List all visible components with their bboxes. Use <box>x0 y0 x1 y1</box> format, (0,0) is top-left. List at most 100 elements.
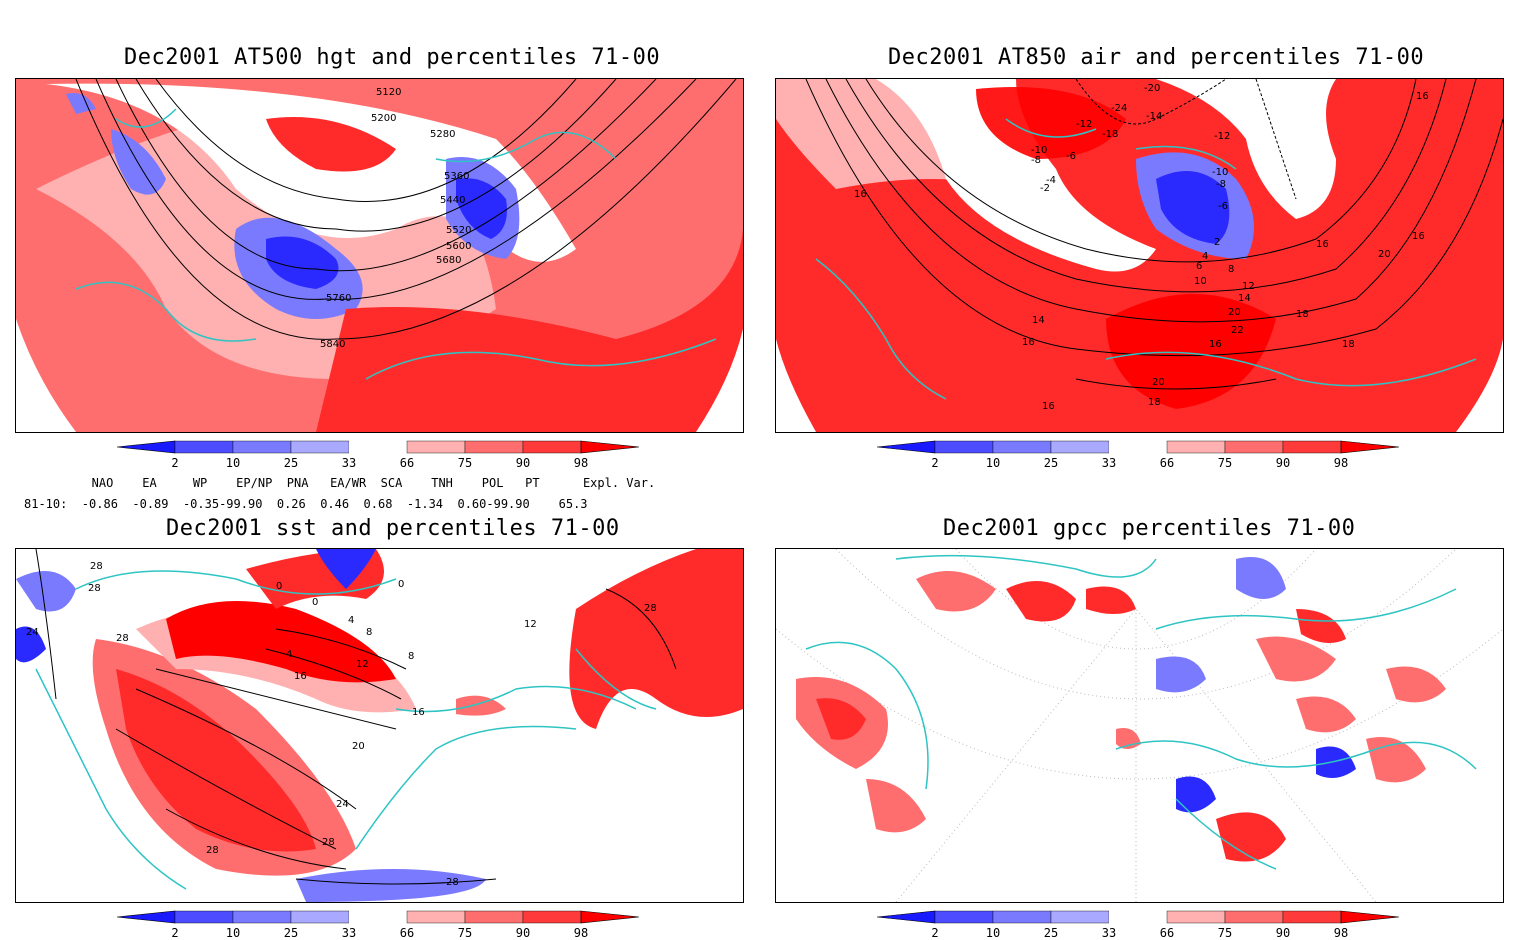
contour-label: 8 <box>366 627 372 638</box>
colorbar-tick-label: 2 <box>931 926 938 940</box>
colorbar-segment <box>1050 910 1110 924</box>
colorbar-segment <box>522 910 582 924</box>
contour-label: 0 <box>276 581 282 592</box>
contour-label: 4 <box>1202 251 1208 262</box>
contour-label: -12 <box>1214 131 1230 142</box>
index-header: NAO EA WP EP/NP PNA EA/WR SCA TNH POL PT… <box>70 476 656 490</box>
anomaly-field <box>16 79 743 432</box>
colorbar-tick-label: 66 <box>400 926 414 940</box>
contour-label: 12 <box>1242 281 1255 292</box>
colorbar-tick-label: 98 <box>574 456 588 470</box>
contour-label: 14 <box>1238 293 1251 304</box>
contour-label: 18 <box>1342 339 1355 350</box>
colorbar-segment <box>290 440 350 454</box>
colorbar-tick-label: 90 <box>516 926 530 940</box>
colorbar-arrow-low <box>116 910 176 924</box>
colorbar-air: 2 10 25 33 66 75 90 98 <box>876 440 1400 470</box>
colorbar-segment <box>406 910 466 924</box>
colorbar-tick-label: 25 <box>1044 456 1058 470</box>
colorbar-segment <box>934 910 994 924</box>
colorbar-tick-label: 2 <box>171 456 178 470</box>
contour-label: -18 <box>1102 129 1118 140</box>
contour-label: 10 <box>1194 276 1207 287</box>
colorbar-tick-label: 10 <box>226 926 240 940</box>
contour-label: 24 <box>26 627 39 638</box>
colorbar-tick-label: 98 <box>1334 926 1348 940</box>
contour-label: -10 <box>1031 145 1047 156</box>
contour-label: 0 <box>312 597 318 608</box>
colorbar-tick-label: 90 <box>516 456 530 470</box>
contour-label: 28 <box>206 845 219 856</box>
contour-label: 28 <box>90 561 103 572</box>
colorbar-tick-label: 66 <box>1160 456 1174 470</box>
colorbar-tick-label: 66 <box>400 456 414 470</box>
contour-label: 22 <box>1231 325 1244 336</box>
colorbar-tick-label: 98 <box>1334 456 1348 470</box>
colorbar-arrow-high <box>1340 910 1400 924</box>
contour-label: 16 <box>1316 239 1329 250</box>
colorbar-tick-label: 75 <box>458 456 472 470</box>
colorbar-tick-label: 75 <box>1218 456 1232 470</box>
contour-label: 5680 <box>436 255 461 266</box>
contour-label: -10 <box>1212 167 1228 178</box>
contour-label: 5200 <box>371 113 396 124</box>
contour-label: 16 <box>294 671 307 682</box>
contour-label: 8 <box>408 651 414 662</box>
contour-label: -12 <box>1076 119 1092 130</box>
contour-label: 28 <box>88 583 101 594</box>
colorbar-tick-label: 10 <box>226 456 240 470</box>
contour-label: 16 <box>1042 401 1055 412</box>
colorbar-tick-label: 33 <box>1102 926 1116 940</box>
contour-label: 16 <box>854 189 867 200</box>
contour-label: 18 <box>1148 397 1161 408</box>
colorbar-segment <box>1282 440 1342 454</box>
colorbar-tick-label: 66 <box>1160 926 1174 940</box>
contour-label: 6 <box>1196 261 1202 272</box>
colorbar-hgt: 2 10 25 33 66 75 90 98 <box>116 440 640 470</box>
colorbar-segment <box>349 911 407 923</box>
contour-label: 16 <box>1022 337 1035 348</box>
colorbar-arrow-high <box>580 910 640 924</box>
contour-label: 20 <box>352 741 365 752</box>
colorbar-arrow-high <box>1340 440 1400 454</box>
panel-title-air: Dec2001 AT850 air and percentiles 71-00 <box>888 45 1425 70</box>
colorbar-tick-label: 33 <box>342 456 356 470</box>
contour-label: 16 <box>1412 231 1425 242</box>
colorbar-segment <box>934 440 994 454</box>
contour-label: -8 <box>1031 155 1041 166</box>
colorbar-arrow-low <box>876 440 936 454</box>
contour-label: 5840 <box>320 339 345 350</box>
contour-label: 20 <box>1228 307 1241 318</box>
colorbar-segment <box>174 910 234 924</box>
colorbar-tick-label: 2 <box>171 926 178 940</box>
contour-label: 0 <box>398 579 404 590</box>
colorbar-tick-label: 33 <box>1102 456 1116 470</box>
contour-label: -24 <box>1111 103 1127 114</box>
contour-label: 16 <box>1209 339 1222 350</box>
contour-label: 5120 <box>376 87 401 98</box>
colorbar-tick-label: 2 <box>931 456 938 470</box>
colorbar-tick-label: 75 <box>458 926 472 940</box>
contour-label: 12 <box>356 659 369 670</box>
colorbar-segment <box>464 440 524 454</box>
colorbar-segment <box>1282 910 1342 924</box>
contour-label: 5520 <box>446 225 471 236</box>
colorbar-segment <box>1224 440 1284 454</box>
contour-label: 28 <box>644 603 657 614</box>
colorbar-segment <box>1224 910 1284 924</box>
colorbar-tick-label: 75 <box>1218 926 1232 940</box>
panel-title-gpcc: Dec2001 gpcc percentiles 71-00 <box>943 516 1356 541</box>
contour-label: -8 <box>1216 179 1226 190</box>
index-values: 81-10: -0.86 -0.89 -0.35-99.90 0.26 0.46… <box>24 497 588 511</box>
contour-label: 4 <box>348 615 354 626</box>
panel-title-sst: Dec2001 sst and percentiles 71-00 <box>166 516 620 541</box>
contour-label: 4 <box>286 649 292 660</box>
colorbar-tick-label: 10 <box>986 926 1000 940</box>
contour-label: -6 <box>1066 151 1076 162</box>
contour-label: 16 <box>1416 91 1429 102</box>
colorbar-arrow-low <box>116 440 176 454</box>
colorbar-segment <box>1109 911 1167 923</box>
contour-label: 28 <box>446 877 459 888</box>
colorbar-segment <box>1166 440 1226 454</box>
colorbar-arrow-high <box>580 440 640 454</box>
